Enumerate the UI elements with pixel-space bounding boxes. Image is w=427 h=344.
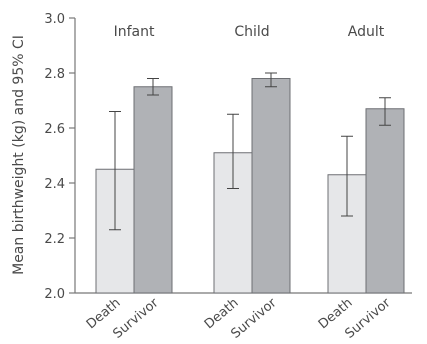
y-tick-label: 2.6	[44, 122, 65, 137]
bar	[133, 86, 173, 294]
bar	[251, 78, 291, 294]
y-tick-label: 3.0	[44, 12, 65, 27]
y-axis-label: Mean birthweight (kg) and 95% CI	[11, 35, 27, 275]
y-tick-label: 2.4	[44, 177, 65, 192]
y-tick-label: 2.0	[44, 287, 65, 302]
group-label: Adult	[348, 24, 385, 40]
y-tick-label: 2.8	[44, 67, 65, 82]
y-tick-label: 2.2	[44, 232, 65, 247]
bar	[365, 108, 405, 294]
group-label: Child	[234, 24, 269, 40]
group-label: Infant	[114, 24, 155, 40]
